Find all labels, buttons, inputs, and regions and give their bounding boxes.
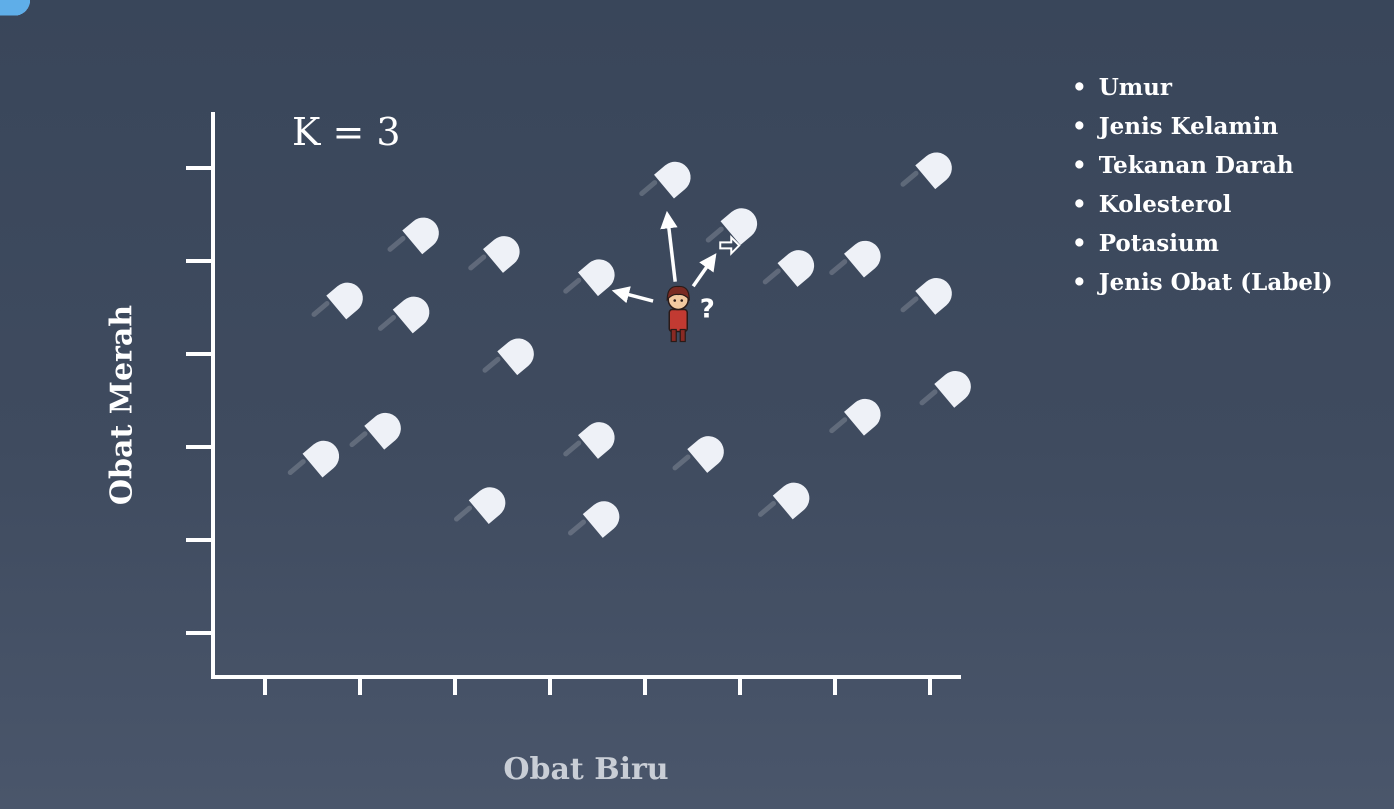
blue-pill-point (639, 161, 691, 199)
blue-pill-point (757, 482, 810, 520)
neighbor-arrow (660, 210, 678, 282)
feature-item-jenis-obat: Jenis Obat (Label) (1072, 263, 1333, 302)
blue-pill-point (829, 398, 881, 436)
feature-item-tekanan-darah: Tekanan Darah (1072, 146, 1333, 185)
blue-pill-point (900, 278, 952, 315)
neighbor-arrow (691, 253, 717, 288)
blue-pill-point (672, 436, 724, 473)
red-pill-point (287, 440, 340, 478)
red-pill-point (311, 282, 363, 320)
blue-pill-point (900, 152, 952, 190)
red-pill-point (563, 259, 615, 297)
red-pill-point (349, 412, 401, 450)
x-axis-label: Obat Biru (503, 752, 669, 787)
red-pill-point (453, 487, 506, 524)
feature-item-umur: Umur (1072, 68, 1333, 107)
feature-item-kolesterol: Kolesterol (1072, 185, 1333, 224)
question-mark-icon: ? (700, 295, 715, 325)
red-pill-point (482, 338, 534, 376)
person-icon (666, 285, 690, 343)
y-axis-label: Obat Merah (104, 304, 140, 506)
red-pill-point (563, 422, 615, 459)
k-value-label: K = 3 (292, 110, 401, 154)
neighbor-arrow (611, 286, 654, 304)
blue-pill-point (762, 250, 815, 287)
blue-pill-point (705, 208, 758, 245)
feature-list: Umur Jenis Kelamin Tekanan Darah Koleste… (1072, 68, 1333, 302)
feature-item-jenis-kelamin: Jenis Kelamin (1072, 107, 1333, 146)
blue-pill-point (567, 501, 620, 538)
feature-item-potasium: Potasium (1072, 224, 1333, 263)
blue-pill-point (829, 240, 881, 278)
red-pill-point (387, 217, 439, 255)
arrow-right-icon (719, 234, 741, 256)
red-pill-point (377, 296, 430, 334)
red-pill-point (468, 236, 520, 273)
blue-pill-point (919, 371, 971, 408)
